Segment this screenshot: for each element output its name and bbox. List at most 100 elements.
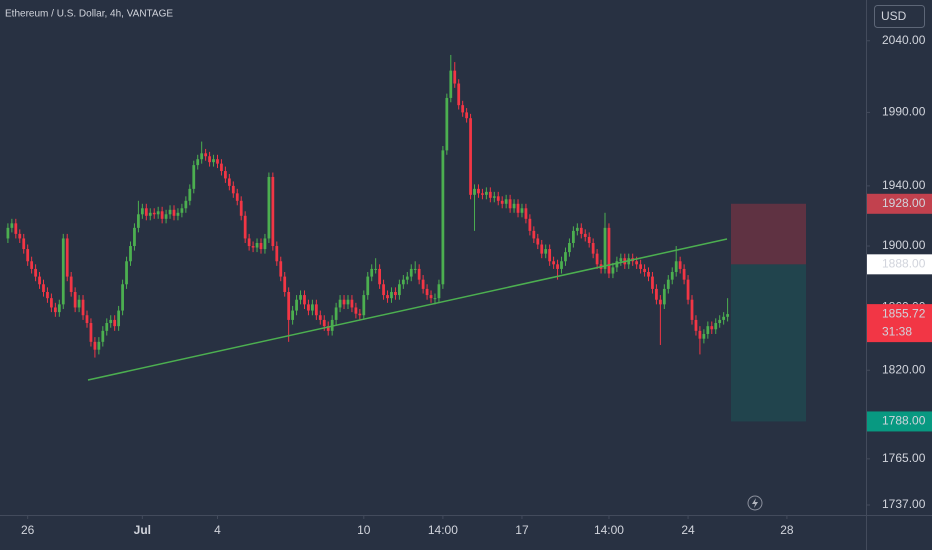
candle-body [57,304,61,313]
candle-body [156,211,160,215]
candle-body [619,258,623,262]
candle-body [378,268,382,285]
candle-body [26,249,30,262]
candle-body [544,249,548,254]
x-tick-label: Jul [134,523,151,537]
candle-body [611,267,615,274]
x-tick-label: 10 [357,523,371,537]
candle-body [314,304,318,316]
candle-body [34,268,37,277]
candle-body [334,307,338,320]
candle-body [615,261,619,268]
candle-body [109,319,113,324]
candle-body [148,212,152,216]
candle-body [22,238,26,250]
x-tick-label: 17 [515,523,529,537]
chart-title: Ethereum / U.S. Dollar, 4h, VANTAGE [5,9,173,20]
candle-body [208,156,211,163]
candle-body [571,230,575,243]
candle-body [338,299,342,308]
candle-body [508,199,512,209]
candle-body [488,191,492,198]
candle-body [390,291,393,299]
candle-body [172,209,176,216]
candle-body [374,268,378,270]
candle-body [496,196,500,201]
replay-icon[interactable] [747,495,763,511]
candle-body [291,310,295,320]
candle-body [144,208,148,216]
position-reward [731,264,806,422]
candle-body [283,276,287,292]
candle-body [176,212,180,216]
currency-label[interactable]: USD [881,9,907,23]
candle-body [714,323,718,330]
candle-body [18,233,22,239]
candle-body [386,295,389,299]
candle-body [556,264,559,269]
candle-body [180,208,184,213]
candle-body [425,288,429,296]
x-tick-label: 24 [681,523,695,537]
candle-body [184,200,188,209]
candle-body [50,298,53,308]
candle-body [259,242,263,250]
candle-body [405,276,409,280]
candle-body [370,268,374,277]
candle-body [216,159,219,164]
candle-body [89,323,93,342]
icon-bolt[interactable] [752,498,758,508]
candle-body [441,150,445,285]
candle-body [263,238,267,250]
candle-body [97,341,101,350]
candle-body [520,208,524,213]
candle-body [532,230,536,239]
candle-body [587,236,591,243]
y-tick-label: 1940.00 [882,178,926,192]
countdown-label: 31:38 [882,324,912,338]
candle-body [603,227,607,269]
candle-body [350,299,354,308]
candle-body [722,316,726,320]
candle-body [346,299,350,305]
candle-body [449,70,453,98]
candle-body [398,284,401,296]
candle-body [453,70,457,84]
candle-body [85,315,89,324]
candle-body [38,276,41,285]
candle-body [140,208,144,215]
candle-body [93,341,97,350]
candle-body [164,214,168,219]
x-tick-label: 14:00 [594,523,624,537]
candle-body [643,268,646,272]
candle-body [121,284,124,311]
candle-body [204,153,208,157]
candle-body [168,209,172,215]
candle-body [342,299,346,305]
candle-body [160,211,164,219]
candle-body [504,199,508,204]
candle-body [307,304,310,311]
candle-body [271,176,275,247]
y-tick-label: 1990.00 [882,105,926,119]
candle-body [81,299,85,316]
candle-body [366,276,370,296]
currency-button[interactable] [874,5,925,28]
candle-body [524,208,528,219]
y-tick-label: 1765.00 [882,451,926,465]
candle-body [465,112,468,119]
candle-body [224,171,227,179]
candle-body [192,165,196,189]
x-tick-label: 28 [780,523,794,537]
candle-body [457,83,461,106]
candle-body [666,279,670,289]
candle-body [674,261,678,272]
candle-body [267,176,271,239]
candle-body [540,244,544,254]
candle-body [568,242,571,253]
candle-body [133,227,136,247]
trend-line [87,238,728,381]
candle-body [552,261,555,265]
candle-body [318,315,322,320]
